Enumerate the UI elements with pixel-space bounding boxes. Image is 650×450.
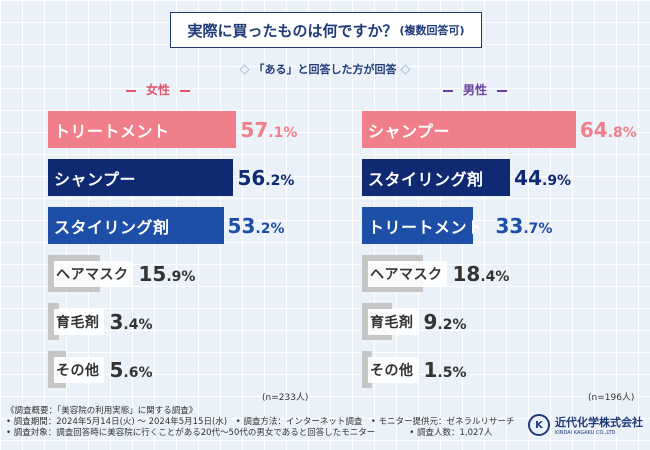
bar-0-4: 育毛剤 xyxy=(48,303,104,340)
diamond-right-icon: ◇ xyxy=(400,62,411,77)
bar-label: トリートメント xyxy=(54,121,170,141)
bar-label: シャンプー xyxy=(54,169,137,189)
value-label-1-4: 9.2% xyxy=(424,310,467,334)
value-int: 15 xyxy=(138,262,167,286)
value-int: 53 xyxy=(227,214,256,238)
value-label-0-1: 56.2% xyxy=(237,166,294,190)
bar-0-5: その他 xyxy=(48,351,104,388)
sample-size-0: (n=233人) xyxy=(262,393,309,403)
value-label-1-5: 1.5% xyxy=(424,358,467,382)
bar-0-2: スタイリング剤 xyxy=(48,207,224,244)
value-label-0-2: 53.2% xyxy=(228,214,285,238)
logo-en: KINDAI KAGAKU CO.,LTD. xyxy=(555,430,617,436)
diamond-left-icon: ◇ xyxy=(239,62,250,77)
bar-1-2: トリートメント xyxy=(362,207,483,244)
value-label-0-3: 15.9% xyxy=(139,262,196,286)
bar-0-0: トリートメント xyxy=(48,111,237,148)
bar-1-4: 育毛剤 xyxy=(362,303,418,340)
value-int: 57 xyxy=(240,118,269,142)
value-dec: .2% xyxy=(255,221,285,237)
value-dec: .2% xyxy=(437,317,467,333)
survey-footer: 《調査概要：「美容院の利用実態」に関する調査》 • 調査期間：2024年5月14… xyxy=(6,406,515,439)
value-dec: .6% xyxy=(123,365,153,381)
bar-label: トリートメント xyxy=(368,217,484,237)
value-int: 1 xyxy=(423,358,438,382)
title-sub: (複数回答可) xyxy=(399,24,465,37)
header-dash-left xyxy=(442,89,453,92)
panel-header-1: 男性 xyxy=(425,81,525,98)
bar-label: 育毛剤 xyxy=(54,308,104,335)
value-int: 33 xyxy=(495,214,524,238)
bar-1-3: ヘアマスク xyxy=(362,255,447,292)
value-label-1-2: 33.7% xyxy=(496,214,553,238)
bar-1-1: スタイリング剤 xyxy=(362,159,511,196)
value-label-0-4: 3.4% xyxy=(110,310,153,334)
value-dec: .5% xyxy=(437,365,467,381)
footer-line-3: • 調査対象：調査回答時に美容院に行くことがある20代～50代の男女であると回答… xyxy=(6,428,493,438)
value-dec: .1% xyxy=(268,125,298,141)
value-dec: .4% xyxy=(123,317,153,333)
value-int: 5 xyxy=(109,358,124,382)
panel-name: 男性 xyxy=(462,83,487,97)
bar-label: スタイリング剤 xyxy=(54,217,170,237)
sample-size-1: (n=196人) xyxy=(588,393,635,403)
footer-line-1: 《調査概要：「美容院の利用実態」に関する調査》 xyxy=(6,406,198,416)
chart-title: 実際に買ったものは何ですか？ (複数回答可) xyxy=(170,12,482,48)
bar-label: 育毛剤 xyxy=(368,308,418,335)
value-int: 44 xyxy=(514,166,542,190)
bar-label: ヘアマスク xyxy=(54,260,133,287)
value-label-1-1: 44.9% xyxy=(514,166,571,190)
bar-0-3: ヘアマスク xyxy=(48,255,133,292)
value-dec: .9% xyxy=(166,269,196,285)
value-int: 3 xyxy=(109,310,124,334)
panel-name: 女性 xyxy=(145,83,170,97)
value-dec: .9% xyxy=(542,173,572,189)
bar-label: スタイリング剤 xyxy=(368,169,484,189)
value-label-1-3: 18.4% xyxy=(453,262,510,286)
value-int: 9 xyxy=(423,310,438,334)
value-dec: .8% xyxy=(607,125,637,141)
bar-label: ヘアマスク xyxy=(368,260,447,287)
header-dash-left xyxy=(125,89,136,92)
panel-header-0: 女性 xyxy=(108,81,208,98)
header-dash-right xyxy=(497,89,507,92)
value-int: 64 xyxy=(579,118,608,142)
bar-label: その他 xyxy=(368,356,418,383)
value-label-0-5: 5.6% xyxy=(110,358,153,382)
logo-mark-icon: K xyxy=(528,414,550,436)
bar-label: その他 xyxy=(54,356,104,383)
value-int: 56 xyxy=(237,166,266,190)
value-dec: .2% xyxy=(265,173,295,189)
bar-1-0: シャンプー xyxy=(362,111,576,148)
subtitle: ◇ 「ある」と回答した方が回答 ◇ xyxy=(0,61,650,77)
bar-label: シャンプー xyxy=(368,121,451,141)
header-dash-right xyxy=(180,89,190,92)
value-label-0-0: 57.1% xyxy=(240,118,297,142)
company-logo: K 近代化学株式会社 KINDAI KAGAKU CO.,LTD. xyxy=(528,414,643,436)
title-main: 実際に買ったものは何ですか？ xyxy=(187,21,398,40)
bar-1-5: その他 xyxy=(362,351,418,388)
subtitle-text: 「ある」と回答した方が回答 xyxy=(253,63,397,76)
value-int: 18 xyxy=(452,262,481,286)
value-dec: .7% xyxy=(523,221,553,237)
bar-0-1: シャンプー xyxy=(48,159,234,196)
value-label-1-0: 64.8% xyxy=(580,118,637,142)
footer-line-2: • 調査期間：2024年5月14日(火) ～ 2024年5月15日(水) • 調… xyxy=(6,417,515,427)
value-dec: .4% xyxy=(480,269,510,285)
logo-name: 近代化学株式会社 xyxy=(555,416,643,429)
